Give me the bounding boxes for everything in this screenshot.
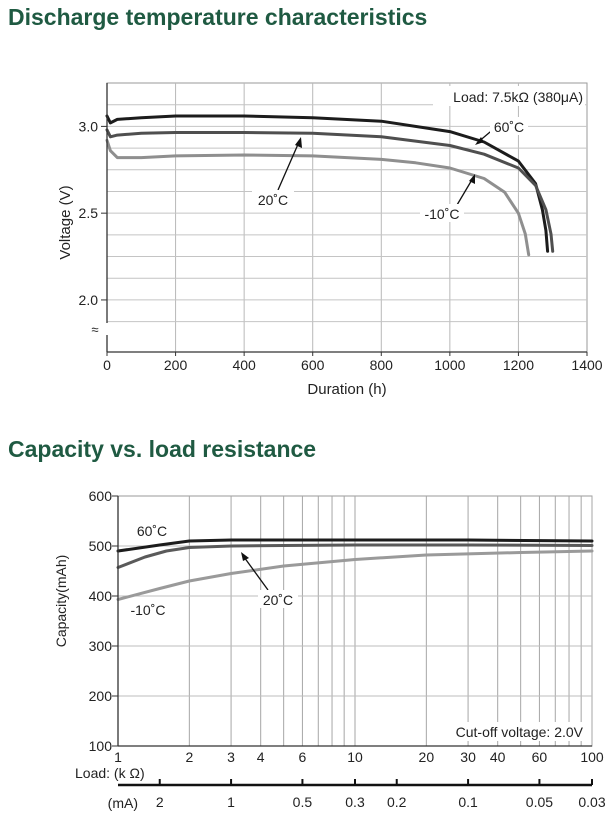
label-leader-20c <box>277 141 300 191</box>
x-tick-label: 1000 <box>434 357 465 373</box>
label-bg-20c <box>258 590 298 608</box>
x-tick-label: 4 <box>257 749 265 765</box>
y-tick-label: 600 <box>89 488 113 504</box>
annotation-bg <box>433 86 585 106</box>
y-tick-label: 500 <box>89 538 113 554</box>
ma-tick-label: 0.3 <box>345 794 365 810</box>
label-arrow-60c <box>475 137 484 145</box>
ma-tick-label: 0.2 <box>387 794 407 810</box>
x-tick-label: 60 <box>532 749 548 765</box>
y-tick-label: 400 <box>89 588 113 604</box>
x-tick-label: 3 <box>227 749 235 765</box>
y-tick-label: 200 <box>89 688 113 704</box>
label-arrow-neg10c <box>469 174 475 184</box>
series-label-neg10c: -10˚C <box>130 602 165 618</box>
axis-break-symbol: ≈ <box>91 322 98 337</box>
ma-tick-label: 0.1 <box>458 794 478 810</box>
series-line-1 <box>105 128 555 253</box>
label-leader-20c <box>243 556 269 591</box>
x-tick-label: 1400 <box>571 357 602 373</box>
x-tick-label: 600 <box>301 357 325 373</box>
x-tick-label: 1200 <box>503 357 534 373</box>
x-tick-label: 40 <box>490 749 506 765</box>
x-tick-label: 6 <box>299 749 307 765</box>
series-line-0 <box>105 114 550 253</box>
capacity-chart: 100 200 300 400 500 600 1 2 3 4 6 10 20 30 40 60 100 Load… <box>53 488 606 811</box>
y-tick-label: 3.0 <box>79 118 99 134</box>
x-axis-title-load: Load: (k Ω) <box>75 765 145 781</box>
load-annotation: Load: 7.5kΩ (380μA) <box>453 89 583 105</box>
series-label-60c: 60˚C <box>137 523 167 539</box>
series-label-20c: 20˚C <box>258 192 288 208</box>
x-tick-label: 0 <box>103 357 111 373</box>
x-tick-label: 1 <box>114 749 122 765</box>
axis-break-gap <box>99 323 115 335</box>
x-tick-label: 10 <box>347 749 363 765</box>
discharge-chart: ≈0 200 400 600 800 1000 1200 1400 2.0 2.5 3.0 Durat… <box>57 82 603 398</box>
x-tick-label: 200 <box>164 357 188 373</box>
y-tick-label: 2.0 <box>79 292 99 308</box>
series-line-2 <box>105 138 531 257</box>
x-tick-label: 30 <box>460 749 476 765</box>
label-bg-60c <box>490 117 528 135</box>
series-label-60c: 60˚C <box>494 119 524 135</box>
series-line-2 <box>116 549 594 601</box>
capacity-section-title: Capacity vs. load resistance <box>8 436 317 462</box>
x-axis-title-ma: (mA) <box>108 795 138 811</box>
x-tick-label: 20 <box>419 749 435 765</box>
discharge-section-title: Discharge temperature characteristics <box>8 4 428 30</box>
y-tick-label: 300 <box>89 638 113 654</box>
x-tick-label: 100 <box>580 749 604 765</box>
label-arrow-20c <box>241 552 249 561</box>
ma-tick-label: 1 <box>227 794 235 810</box>
y-tick-label: 100 <box>89 738 113 754</box>
series-label-20c: 20˚C <box>263 592 293 608</box>
x-axis-title: Duration (h) <box>307 381 386 398</box>
ma-tick-label: 0.03 <box>578 794 605 810</box>
series-line-1 <box>116 543 594 569</box>
x-tick-label: 400 <box>232 357 256 373</box>
y-tick-label: 2.5 <box>79 205 99 221</box>
cutoff-annotation: Cut-off voltage: 2.0V <box>456 724 584 740</box>
label-bg-neg10c <box>420 204 464 222</box>
ma-tick-label: 2 <box>156 794 164 810</box>
x-tick-label: 2 <box>185 749 193 765</box>
annotation-bg <box>448 722 586 741</box>
series-label-neg10c: -10˚C <box>424 206 459 222</box>
ma-tick-label: 0.05 <box>526 794 553 810</box>
label-bg-20c <box>252 190 294 208</box>
label-arrow-20c <box>295 137 302 148</box>
y-axis-title: Voltage (V) <box>57 185 74 259</box>
y-axis-title: Capacity(mAh) <box>53 555 69 648</box>
label-leader-neg10c <box>456 177 474 206</box>
ma-tick-label: 0.5 <box>293 794 313 810</box>
series-line-0 <box>116 538 594 553</box>
x-tick-label: 800 <box>370 357 394 373</box>
